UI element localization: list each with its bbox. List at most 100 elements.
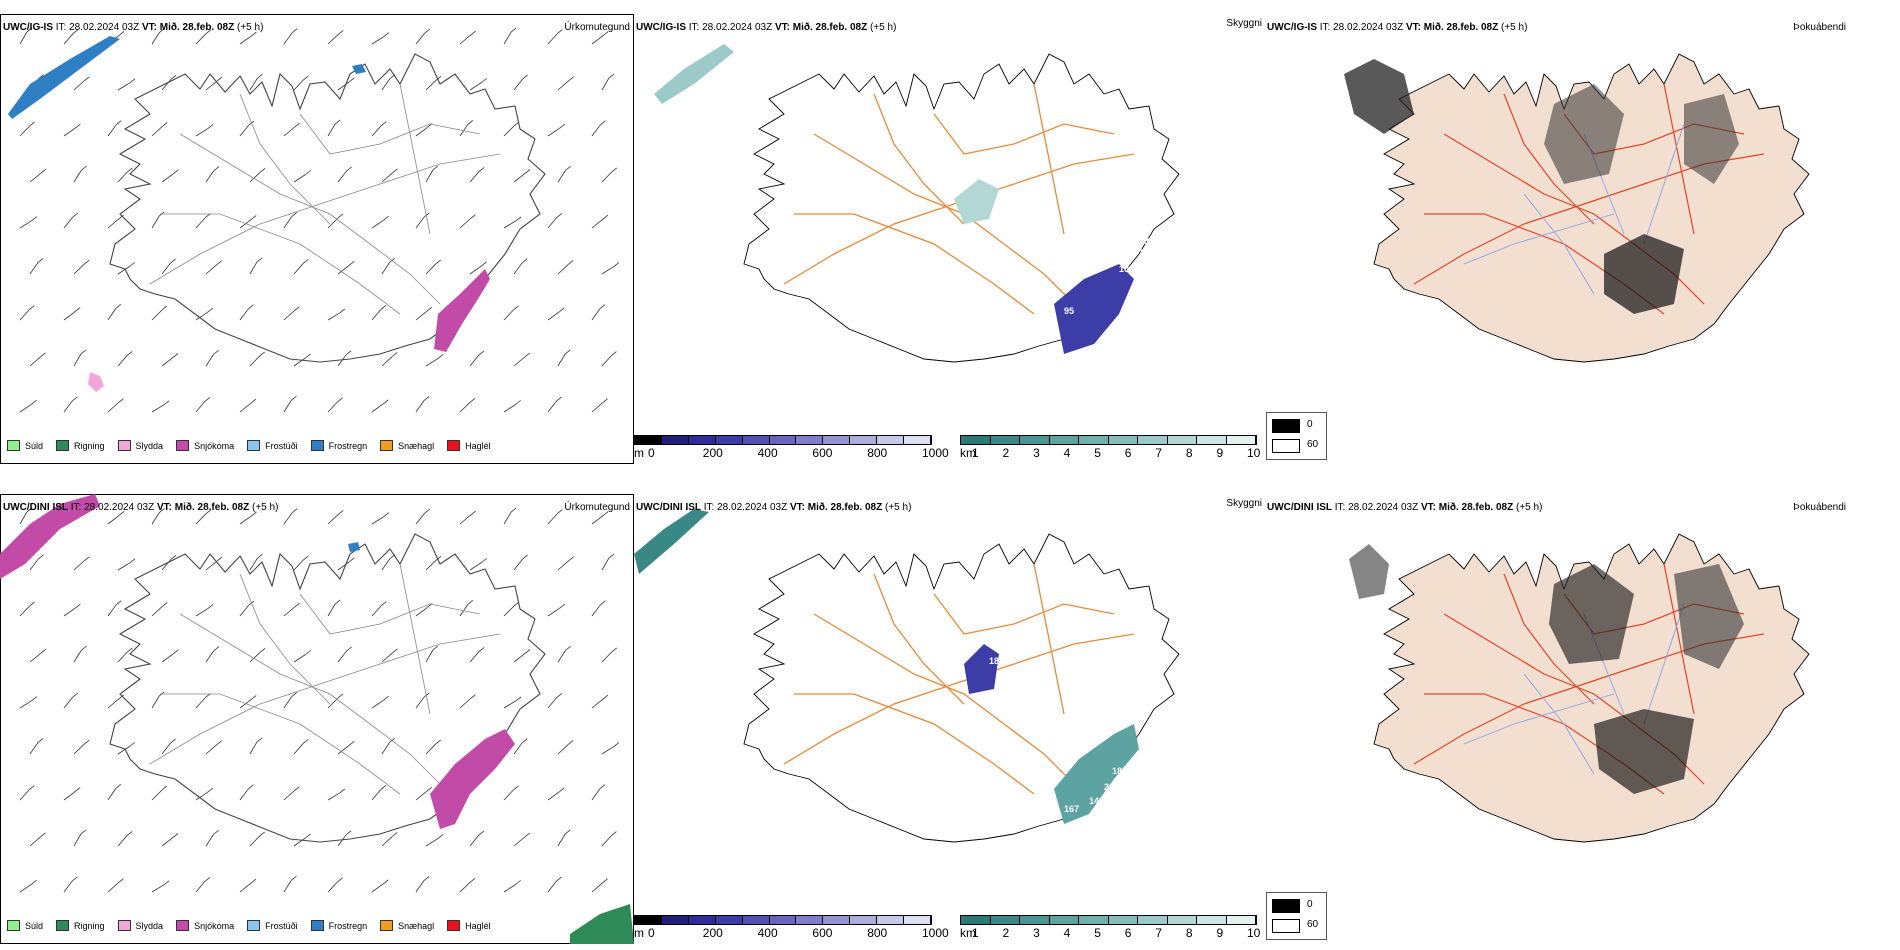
- wind-barb-flag: [469, 877, 476, 883]
- row1-fog-panel: UWC/IG-IS IT: 28.02.2024 03Z VT: Mið. 28…: [1264, 14, 1850, 464]
- visibility-value-label: 95: [1064, 306, 1074, 316]
- wind-barb: [591, 698, 604, 709]
- wind-barb: [381, 742, 390, 755]
- wind-barb-flag: [256, 737, 263, 743]
- wind-barb-flag: [129, 262, 135, 267]
- wind-barb: [63, 607, 76, 617]
- row1-fog-legend: 0 60: [1266, 412, 1327, 460]
- wind-barb-flag: [251, 511, 257, 517]
- model-name: UWC/DINI ISL: [3, 502, 68, 513]
- scale-segment: [877, 916, 905, 924]
- roads: [149, 83, 501, 315]
- wind-barb-flag: [522, 554, 528, 560]
- wind-barb: [283, 399, 292, 413]
- wind-barb-flag: [481, 261, 487, 267]
- wind-barb-flag: [524, 352, 530, 358]
- it-value: 28.02.2024 03Z: [69, 22, 140, 33]
- wind-barb-flag: [559, 787, 565, 793]
- precip-legend-swatch: [56, 920, 70, 931]
- precip-legend-swatch: [380, 440, 394, 451]
- wind-barb-flag: [391, 832, 398, 837]
- wind-barb: [327, 217, 339, 229]
- wind-barb-flag: [346, 166, 352, 172]
- wind-barb-flag: [435, 555, 442, 561]
- wind-barb-flag: [521, 738, 528, 743]
- wind-barb-flag: [383, 512, 390, 517]
- low-visibility-area: [1054, 264, 1134, 354]
- wind-barb: [19, 605, 31, 617]
- iceland-outline: [743, 533, 1180, 843]
- wind-barb-flag: [613, 262, 620, 267]
- wind-barb: [205, 170, 215, 183]
- precip-legend-swatch: [7, 920, 20, 931]
- scale-segment: [904, 436, 931, 444]
- fog-legend-low-label: 0: [1307, 419, 1313, 430]
- wind-barb: [151, 512, 160, 525]
- wind-barb-flag: [118, 31, 125, 36]
- wind-barb: [293, 263, 304, 275]
- wind-barb: [107, 124, 117, 137]
- wind-barb: [195, 401, 206, 413]
- wind-barb-flag: [40, 832, 46, 838]
- wind-barb: [591, 124, 601, 137]
- wind-barb-flag: [294, 602, 300, 608]
- wind-barb: [415, 400, 425, 413]
- wind-barb: [503, 125, 515, 137]
- wind-barb: [195, 791, 208, 801]
- scale-segment: [742, 436, 770, 444]
- it-value: 28.02.2024 03Z: [1348, 502, 1419, 513]
- wind-barb: [381, 78, 391, 91]
- scale-unit: m: [634, 926, 644, 940]
- wind-barb: [63, 400, 73, 413]
- wind-barb: [249, 355, 261, 367]
- wind-barb: [513, 653, 526, 663]
- wind-barb-flag: [31, 696, 38, 701]
- fog-legend-swatch-high: [1272, 439, 1300, 453]
- wind-barb: [415, 32, 426, 45]
- precip-legend: Súld Rigning Slydda Snjókoma Frostúði Frostre…: [7, 920, 504, 931]
- wind-barb-flag: [383, 879, 389, 885]
- wind-barb: [503, 309, 514, 321]
- scale-tick-label: 10: [1247, 926, 1261, 940]
- wind-barb-flag: [74, 307, 81, 312]
- scale-segment: [635, 436, 662, 444]
- precip-legend-label: Frostúði: [265, 440, 298, 451]
- wind-barb-flag: [478, 830, 485, 836]
- row2-fog-panel: UWC/DINI ISL IT: 28.02.2024 03Z VT: Mið.…: [1264, 494, 1850, 944]
- wind-barb: [293, 654, 306, 663]
- wind-barb-flag: [172, 353, 179, 358]
- scale-segment: [990, 436, 1020, 444]
- wind-barb: [381, 356, 393, 367]
- precip-legend-swatch: [447, 920, 461, 931]
- wind-barb: [205, 264, 217, 275]
- wind-barb-flag: [170, 738, 176, 744]
- wind-barb-flag: [565, 165, 571, 171]
- wind-barb-flag: [305, 170, 311, 175]
- wind-barb-flag: [115, 600, 122, 605]
- wind-barb-flag: [513, 601, 520, 607]
- wind-barb-flag: [204, 396, 211, 402]
- iceland-outline: [109, 533, 546, 843]
- snjokoma-area: [434, 269, 490, 352]
- wind-barb-flag: [40, 168, 47, 174]
- wind-barb-flag: [118, 694, 124, 700]
- wind-barb: [327, 697, 339, 709]
- wind-barb: [29, 356, 41, 367]
- wind-barb: [151, 404, 165, 413]
- precip-legend-label: Haglél: [465, 440, 491, 451]
- wind-barb-flag: [80, 349, 87, 355]
- wind-barb: [469, 354, 480, 367]
- wind-barb: [283, 879, 292, 893]
- wind-barb: [283, 790, 295, 801]
- precip-legend-swatch: [7, 440, 20, 451]
- wind-barb-flag: [608, 73, 615, 79]
- wind-barb: [19, 789, 30, 801]
- wind-barb-flag: [383, 32, 390, 37]
- wind-barb-flag: [161, 305, 168, 311]
- wind-barb: [557, 560, 569, 571]
- wind-barb-flag: [383, 215, 389, 221]
- wind-barb: [195, 881, 206, 893]
- wind-barb-flag: [510, 507, 517, 513]
- wind-barb-flag: [521, 258, 528, 263]
- wind-barb-flag: [29, 305, 35, 310]
